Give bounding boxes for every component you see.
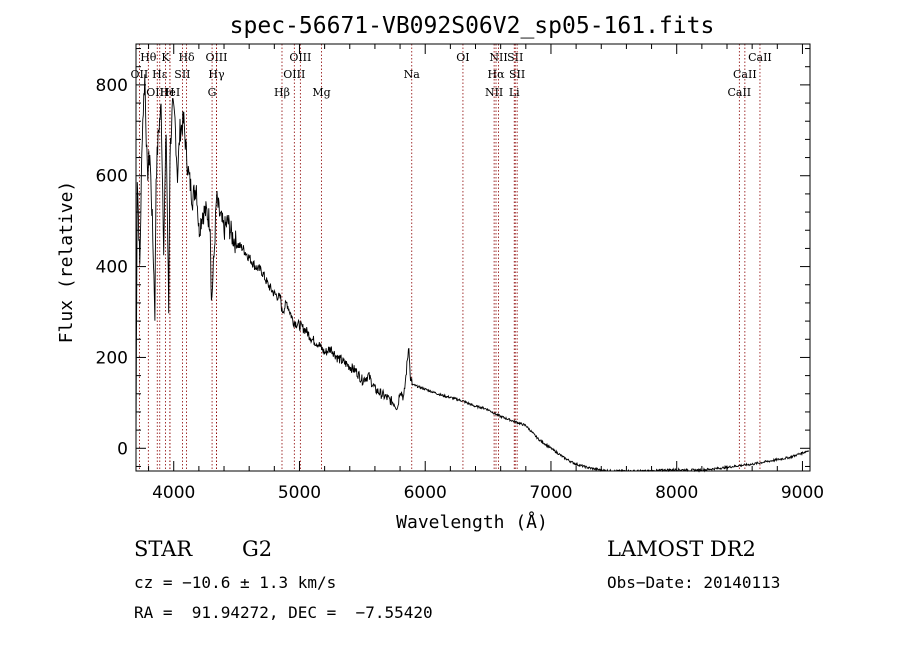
line-marker-label: OIII [205,51,227,64]
line-marker-label: Hδ [178,51,195,64]
ra-dec: RA = 91.94272, DEC = −7.55420 [134,603,433,622]
line-marker-label: Hβ [274,86,290,99]
line-marker-label: Na [404,68,421,81]
redshift-cz: cz = −10.6 ± 1.3 km/s [134,573,337,592]
line-marker-label: K [161,51,170,64]
x-tick-label: 5000 [278,483,321,503]
y-axis-label: Flux (relative) [56,181,77,344]
line-marker-label: CaII [733,68,757,81]
chart-title: spec-56671-VB092S06V2_sp05-161.fits [230,13,715,39]
line-marker-label: OIII [283,68,305,81]
y-tick-label: 400 [96,258,128,278]
spectrum-series [135,74,810,473]
x-tick-label: 8000 [655,483,698,503]
line-marker-label: G [208,86,217,99]
survey-name: LAMOST DR2 [607,537,756,561]
axis-ticks: 4000 5000 6000 7000 8000 9000 0 200 400 600 800 [96,44,824,503]
observation-date: Obs−Date: 20140113 [607,573,781,592]
y-tick-label: 800 [96,76,128,96]
y-tick-label: 600 [96,167,128,187]
line-marker-label: HeI [160,86,180,99]
line-marker-label: Mg [312,86,330,99]
line-marker-label: OII [131,68,149,81]
x-tick-label: 9000 [781,483,824,503]
y-tick-label: 0 [117,439,128,459]
line-marker-label: SII [509,68,525,81]
x-axis-label: Wavelength (Å) [396,511,548,533]
spectral-line-markers: Hθ OII OIII Hε HeI K H SII Hδ OIII Hγ G Hβ OIII OIII Mg… [131,44,772,471]
x-tick-label: 4000 [152,483,195,503]
line-marker-label: Hθ [140,51,157,64]
line-marker-label: OIII [146,86,168,99]
x-tick-label: 6000 [404,483,447,503]
line-marker-label: OIII [289,51,311,64]
line-marker-label: SII [507,51,523,64]
line-marker-label: Li [509,86,520,99]
object-subclass: G2 [242,537,273,561]
line-marker-label: Hα [487,68,505,81]
line-marker-label: Hε [152,68,168,81]
line-marker-label: CaII [727,86,751,99]
line-marker-label: NII [485,86,503,99]
line-marker-label: SII [174,68,190,81]
x-tick-label: 7000 [529,483,572,503]
line-marker-label: CaII [748,51,772,64]
line-marker-label: H [165,86,175,99]
line-marker-label: NII [489,51,507,64]
plot-frame [135,43,811,472]
y-tick-label: 200 [96,348,128,368]
line-marker-label: OI [456,51,469,64]
line-marker-label: Hγ [208,68,225,81]
object-class: STAR [134,537,193,561]
spectrum-line [135,74,810,473]
